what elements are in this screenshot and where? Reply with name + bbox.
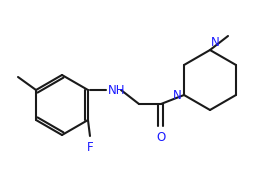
- Text: O: O: [156, 131, 166, 144]
- Text: N: N: [173, 88, 182, 102]
- Text: F: F: [87, 141, 93, 154]
- Text: NH: NH: [108, 83, 125, 97]
- Text: N: N: [211, 36, 220, 49]
